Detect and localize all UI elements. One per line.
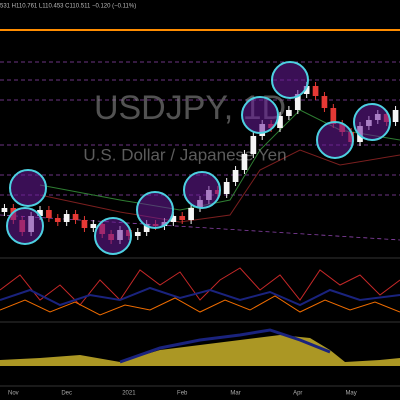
candle-body bbox=[90, 224, 97, 228]
pivot-circle bbox=[353, 103, 391, 141]
momentum-line bbox=[119, 328, 331, 364]
x-tick-label: Feb bbox=[177, 391, 188, 397]
candle-body bbox=[81, 220, 88, 228]
candle-body bbox=[46, 210, 52, 218]
oscillator-line bbox=[0, 286, 400, 307]
candle-body bbox=[250, 136, 257, 154]
candle-body bbox=[37, 210, 43, 216]
x-tick-label: May bbox=[345, 391, 356, 397]
x-tick-label: 2021 bbox=[122, 391, 136, 397]
candle-body bbox=[188, 208, 194, 220]
pivot-circle bbox=[183, 171, 221, 209]
pivot-circle bbox=[241, 96, 279, 134]
candle-body bbox=[63, 214, 70, 222]
x-tick-label: Dec bbox=[61, 391, 72, 397]
quote-header: 531 H110.761 L110.453 C110.511 −0.120 (−… bbox=[0, 4, 136, 10]
candle-body bbox=[303, 86, 310, 94]
candle-body bbox=[1, 208, 8, 212]
candle-body bbox=[170, 216, 177, 222]
oscillator-line bbox=[0, 267, 400, 306]
candle-body bbox=[277, 116, 283, 128]
candle-body bbox=[72, 214, 79, 220]
candle-body bbox=[134, 232, 141, 236]
pivot-circle bbox=[316, 121, 354, 159]
pivot-circles bbox=[6, 61, 391, 255]
x-tick-label: Nov bbox=[8, 391, 19, 397]
candle-body bbox=[241, 154, 248, 170]
cloud-line bbox=[39, 149, 400, 223]
x-tick-label: Mar bbox=[230, 391, 240, 397]
pivot-circle bbox=[271, 61, 309, 99]
pivot-circle bbox=[94, 217, 132, 255]
candle-body bbox=[143, 224, 150, 232]
watermark-subtitle: U.S. Dollar / Japanese Yen bbox=[83, 145, 286, 164]
candle-body bbox=[223, 182, 230, 194]
x-tick-label: Apr bbox=[293, 391, 302, 397]
candle-body bbox=[312, 86, 319, 96]
candle-body bbox=[392, 110, 399, 122]
candle-body bbox=[330, 108, 337, 124]
candle-body bbox=[321, 96, 328, 108]
candle-body bbox=[179, 216, 186, 220]
pivot-circle bbox=[6, 207, 44, 245]
candle-body bbox=[232, 170, 239, 182]
candle-body bbox=[294, 94, 301, 110]
oscillator-line bbox=[0, 295, 400, 316]
pivot-circle bbox=[9, 169, 47, 207]
candle-body bbox=[286, 110, 292, 116]
momentum-area bbox=[0, 335, 400, 366]
pivot-circle bbox=[136, 191, 174, 229]
candle-body bbox=[54, 218, 61, 222]
